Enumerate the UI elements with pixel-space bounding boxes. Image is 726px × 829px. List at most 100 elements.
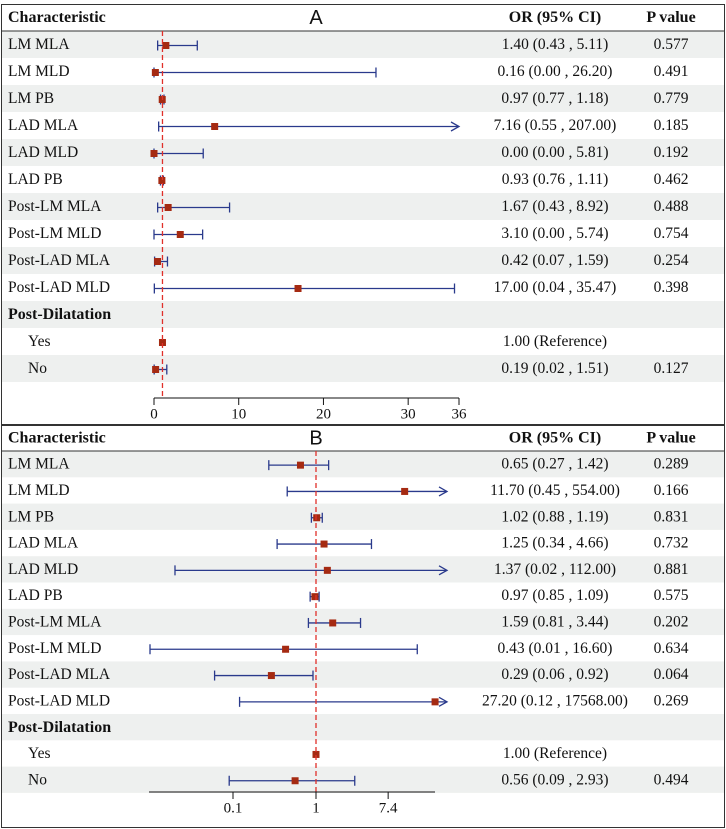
row-p-value: 0.064 xyxy=(654,666,689,683)
ci-arrow-right xyxy=(450,121,461,132)
row-shade xyxy=(2,503,724,530)
row-or-ci: 1.37 (0.02 , 112.00) xyxy=(494,561,616,578)
row-or-ci: 0.16 (0.00 , 26.20) xyxy=(498,63,613,80)
row-label: Post-LM MLD xyxy=(8,640,101,657)
row-label: Post-Dilatation xyxy=(8,719,111,736)
row-label: Post-LAD MLD xyxy=(8,279,110,296)
row-label: Post-LM MLD xyxy=(8,225,101,242)
or-point xyxy=(313,514,321,522)
row-label: LM MLD xyxy=(8,482,70,499)
row-shade xyxy=(2,451,724,478)
row-or-ci: 11.70 (0.45 , 554.00) xyxy=(490,482,620,499)
row-or-ci: 0.56 (0.09 , 2.93) xyxy=(501,771,608,788)
or-point xyxy=(162,42,170,49)
ci-arrow-right xyxy=(438,696,449,707)
or-point xyxy=(294,285,302,292)
row-shade xyxy=(2,247,724,274)
x-tick-label: 0 xyxy=(150,406,158,422)
header-characteristic: Characteristic xyxy=(8,430,106,447)
row-p-value: 0.398 xyxy=(654,279,689,296)
x-tick-label: 30 xyxy=(401,406,416,422)
row-label: LM PB xyxy=(8,508,54,525)
row-label: Yes xyxy=(28,333,51,350)
or-point xyxy=(296,461,304,469)
row-or-ci: 1.00 (Reference) xyxy=(503,333,607,350)
or-point xyxy=(176,231,184,238)
row-p-value: 0.779 xyxy=(654,90,689,107)
row-or-ci: 1.40 (0.43 , 5.11) xyxy=(502,36,609,53)
or-point xyxy=(267,672,275,680)
row-p-value: 0.831 xyxy=(654,508,689,525)
row-or-ci: 1.67 (0.43 , 8.92) xyxy=(501,198,608,215)
row-or-ci: 1.00 (Reference) xyxy=(503,745,607,762)
ci-arrow-right xyxy=(438,486,449,497)
row-label: Post-LAD MLA xyxy=(8,252,111,269)
row-p-value: 0.491 xyxy=(654,63,689,80)
panel-b: Characteristic B OR (95% CI) P value LM MLA 0… xyxy=(1,425,725,828)
row-label: LAD MLA xyxy=(8,117,79,134)
row-or-ci: 0.97 (0.77 , 1.18) xyxy=(501,90,608,107)
row-or-ci: 0.00 (0.00 , 5.81) xyxy=(501,144,608,161)
or-point xyxy=(211,123,219,130)
row-p-value: 0.634 xyxy=(654,640,689,657)
row-p-value: 0.269 xyxy=(654,692,689,709)
row-label: Post-LAD MLA xyxy=(8,666,111,683)
row-p-value: 0.166 xyxy=(654,482,689,499)
row-shade xyxy=(2,301,724,328)
row-p-value: 0.462 xyxy=(654,171,689,188)
row-or-ci: 7.16 (0.55 , 207.00) xyxy=(494,117,617,134)
row-or-ci: 0.43 (0.01 , 16.60) xyxy=(498,640,613,657)
row-p-value: 0.754 xyxy=(654,225,689,242)
or-point xyxy=(158,339,166,346)
row-or-ci: 0.93 (0.76 , 1.11) xyxy=(502,171,609,188)
row-shade xyxy=(2,661,724,688)
row-label: LAD MLD xyxy=(8,561,78,578)
row-or-ci: 0.42 (0.07 , 1.59) xyxy=(501,252,608,269)
panel-a: Characteristic A OR (95% CI) P value LM MLA 1… xyxy=(1,4,725,425)
row-p-value: 0.494 xyxy=(654,771,689,788)
row-or-ci: 0.19 (0.02 , 1.51) xyxy=(501,360,608,377)
row-label: Post-Dilatation xyxy=(8,306,111,323)
row-shade xyxy=(2,355,724,382)
row-p-value: 0.254 xyxy=(654,252,689,269)
row-shade xyxy=(2,193,724,220)
row-label: LM MLD xyxy=(8,63,70,80)
row-p-value: 0.127 xyxy=(654,360,689,377)
header-p: P value xyxy=(646,9,695,26)
ci-arrow-right xyxy=(438,565,449,576)
row-or-ci: 1.02 (0.88 , 1.19) xyxy=(501,508,608,525)
or-point xyxy=(151,69,159,76)
x-tick-label: 0.1 xyxy=(224,800,243,816)
row-or-ci: 3.10 (0.00 , 5.74) xyxy=(501,225,608,242)
or-point xyxy=(431,698,439,706)
row-or-ci: 1.25 (0.34 , 4.66) xyxy=(501,535,608,552)
row-or-ci: 27.20 (0.12 , 17568.00) xyxy=(482,692,628,709)
row-p-value: 0.881 xyxy=(654,561,689,578)
row-shade xyxy=(2,608,724,636)
row-label: LAD PB xyxy=(8,171,63,188)
row-or-ci: 0.65 (0.27 , 1.42) xyxy=(501,456,608,473)
row-p-value: 0.289 xyxy=(654,456,689,473)
row-label: No xyxy=(28,360,47,377)
row-shade xyxy=(2,766,724,793)
row-label: LAD MLA xyxy=(8,535,79,552)
header-characteristic: Characteristic xyxy=(8,9,106,26)
row-label: LM MLA xyxy=(8,36,70,53)
or-point xyxy=(311,593,319,601)
or-point xyxy=(323,566,331,574)
row-label: Post-LM MLA xyxy=(8,614,102,631)
or-point xyxy=(312,750,320,758)
row-or-ci: 0.97 (0.85 , 1.09) xyxy=(501,587,608,604)
or-point xyxy=(154,258,162,265)
or-point xyxy=(291,777,299,785)
or-point xyxy=(158,177,166,184)
row-or-ci: 1.59 (0.81 , 3.44) xyxy=(501,614,608,631)
or-point xyxy=(401,487,409,495)
or-point xyxy=(320,540,328,548)
row-p-value: 0.732 xyxy=(654,535,689,552)
x-tick-label: 7.4 xyxy=(379,800,398,816)
row-label: Post-LM MLA xyxy=(8,198,102,215)
row-shade xyxy=(2,714,724,741)
row-label: LAD PB xyxy=(8,587,63,604)
